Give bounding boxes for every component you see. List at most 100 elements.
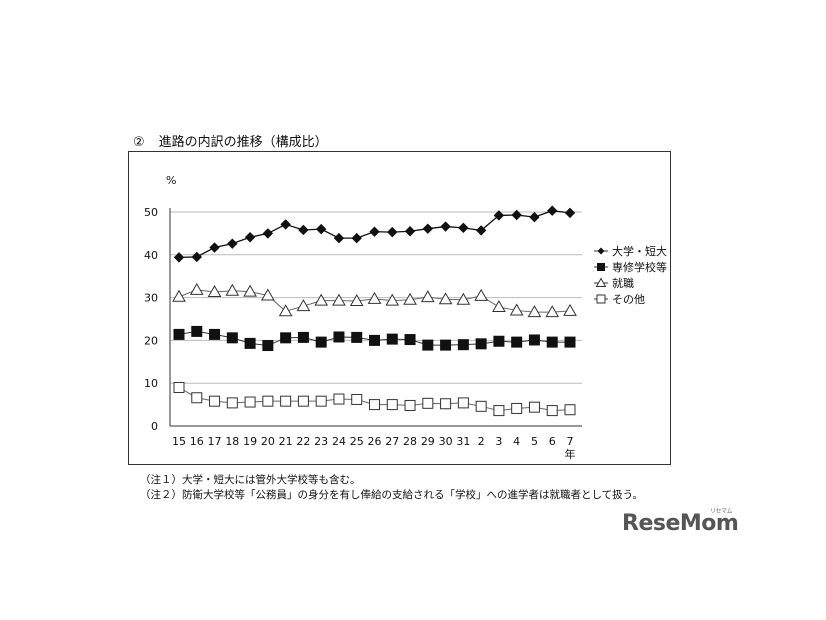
x-tick-label: 17 [208, 435, 222, 448]
heading-number: ② [133, 135, 145, 150]
series-3-point [243, 284, 257, 297]
series-2-point [493, 335, 505, 347]
resemom-logo: ReseMom リセマム [622, 508, 739, 536]
x-tick-label: 4 [513, 435, 520, 448]
series-3-point [261, 288, 275, 301]
series-1-point [315, 223, 327, 235]
x-tick-label: 26 [368, 435, 382, 448]
series-4-point [315, 395, 327, 407]
series-4-point [528, 401, 540, 413]
series-3-point [403, 292, 417, 305]
x-tick-label: 5 [531, 435, 538, 448]
series-4-point [173, 381, 185, 393]
series-3-point [349, 294, 364, 307]
series-2-point [457, 339, 469, 351]
series-3-point [509, 303, 524, 316]
series-3-point [278, 304, 293, 317]
x-tick-label: 24 [332, 435, 346, 448]
heading-title: 進路の内訳の推移（構成比） [158, 135, 328, 150]
legend-marker [597, 247, 605, 255]
series-1-point [173, 252, 185, 263]
x-tick-label: 2 [478, 435, 485, 448]
x-tick-label: 29 [421, 435, 435, 448]
x-tick-label: 25 [350, 435, 364, 448]
x-tick-label: 31 [456, 435, 470, 448]
series-2-point [297, 331, 309, 343]
series-2-point [351, 331, 363, 343]
series-3-point [563, 303, 577, 316]
series-1-point [547, 205, 558, 216]
x-tick-label: 16 [190, 435, 204, 448]
series-2-point [440, 339, 452, 351]
x-tick-label: 18 [225, 435, 239, 448]
x-tick-label: 27 [385, 435, 399, 448]
x-tick-label: 28 [403, 435, 417, 448]
series-2-point [315, 336, 327, 348]
series-4-point [333, 393, 345, 405]
series-1-point [262, 228, 274, 239]
series-4-point [209, 395, 221, 407]
series-4-point [440, 398, 452, 410]
series-1-point [404, 226, 416, 237]
y-tick-label: 50 [144, 206, 158, 219]
x-tick-label: 7 [567, 435, 574, 448]
legend-marker [596, 294, 606, 304]
series-4-point [493, 405, 505, 417]
series-3-point [420, 290, 435, 303]
series-2-point [191, 325, 203, 337]
series-3-point [296, 299, 311, 312]
series-4-point [386, 399, 398, 411]
series-4-point [422, 397, 434, 409]
series-1-point [280, 219, 291, 230]
legend-label: その他 [612, 293, 645, 306]
series-1-point [369, 226, 380, 237]
series-2-point [333, 331, 345, 343]
series-2-point [280, 332, 292, 344]
y-tick-label: 20 [144, 334, 158, 347]
logo-small-text: リセマム [710, 508, 733, 515]
y-axis-label: % [166, 174, 176, 187]
series-2-point [226, 332, 238, 344]
series-1-point [387, 226, 398, 238]
series-2-point [404, 334, 416, 346]
series-4-point [404, 399, 416, 411]
series-2-point [209, 328, 221, 340]
legend-marker [595, 277, 607, 287]
series-1-point [191, 251, 202, 263]
legend-label: 専修学校等 [612, 260, 667, 274]
series-2-point [528, 334, 540, 346]
series-1-point [298, 224, 309, 236]
series-1-point [244, 232, 256, 243]
series-3-point [172, 289, 186, 302]
series-1-point [475, 225, 487, 236]
series-3-point [438, 292, 453, 305]
series-4-point [351, 393, 363, 405]
x-tick-label: 20 [261, 435, 275, 448]
y-tick-label: 30 [144, 292, 158, 305]
y-tick-label: 0 [151, 420, 158, 433]
series-2-point [369, 334, 380, 346]
series-3-point [189, 282, 204, 295]
series-3-point [456, 292, 471, 305]
x-tick-label: 15 [172, 435, 186, 448]
series-4-point [475, 400, 487, 412]
series-4-point [244, 396, 256, 408]
logo-text: ReseMom [622, 511, 739, 536]
footnotes: （注１）大学・短大には管外大学校等も含む。 （注２）防衛大学校等「公務員」の身分… [140, 473, 643, 503]
legend-label: 大学・短大 [612, 244, 667, 258]
series-4-point [457, 397, 469, 409]
x-unit-label: 年 [565, 447, 576, 461]
legend-marker [597, 263, 605, 271]
series-2-point [262, 340, 274, 352]
y-tick-label: 40 [144, 249, 158, 262]
series-2-point [564, 336, 576, 348]
series-3-point [314, 293, 329, 306]
series-3-point [492, 300, 506, 313]
series-4-point [511, 402, 523, 414]
legend-label: 就職 [612, 276, 634, 290]
series-1-point [333, 232, 345, 244]
x-tick-label: 23 [314, 435, 328, 448]
series-1-point [227, 238, 238, 249]
series-3-point [225, 283, 240, 296]
